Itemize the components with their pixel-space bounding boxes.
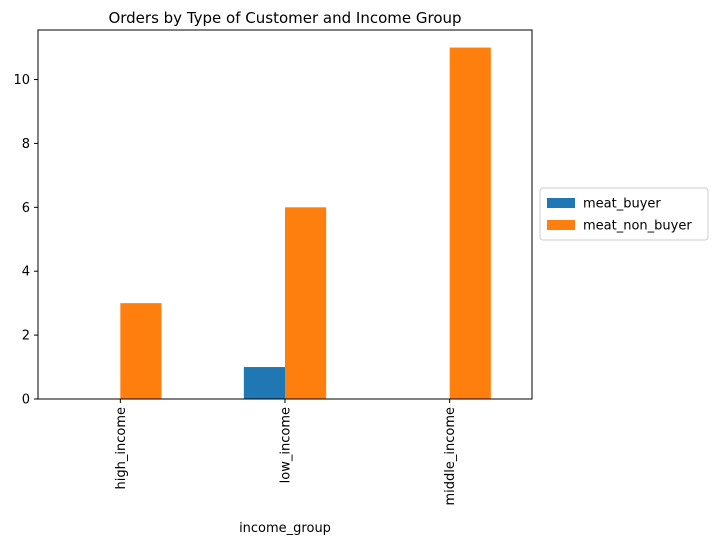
legend-label-meat_buyer: meat_buyer — [583, 197, 661, 212]
y-tick-label: 8 — [22, 137, 30, 152]
chart-title: Orders by Type of Customer and Income Gr… — [108, 9, 461, 27]
y-tick-label: 4 — [22, 265, 30, 280]
bar-meat_non_buyer-middle_income — [449, 47, 491, 399]
y-tick-label: 10 — [13, 73, 30, 88]
y-tick-label: 2 — [22, 329, 30, 344]
x-axis-label: income_group — [239, 521, 331, 536]
x-tick-label: high_income — [114, 407, 129, 489]
bar-meat_non_buyer-high_income — [120, 303, 162, 399]
y-tick-label: 6 — [22, 201, 30, 216]
x-tick-label: low_income — [279, 407, 294, 483]
bar-meat_non_buyer-low_income — [285, 207, 327, 399]
x-tick-label: middle_income — [443, 407, 458, 506]
legend: meat_buyer meat_non_buyer — [539, 187, 709, 241]
legend-swatch-meat_buyer — [547, 198, 575, 208]
bars-group — [120, 47, 491, 399]
y-axis: 0 2 4 6 8 10 — [13, 73, 38, 408]
bar-meat_buyer-low_income — [243, 367, 285, 399]
x-axis: high_income low_income middle_income — [114, 399, 458, 506]
y-tick-label: 0 — [22, 393, 30, 408]
legend-label-meat_non_buyer: meat_non_buyer — [583, 219, 692, 234]
legend-box — [539, 187, 709, 241]
legend-swatch-meat_non_buyer — [547, 220, 575, 230]
